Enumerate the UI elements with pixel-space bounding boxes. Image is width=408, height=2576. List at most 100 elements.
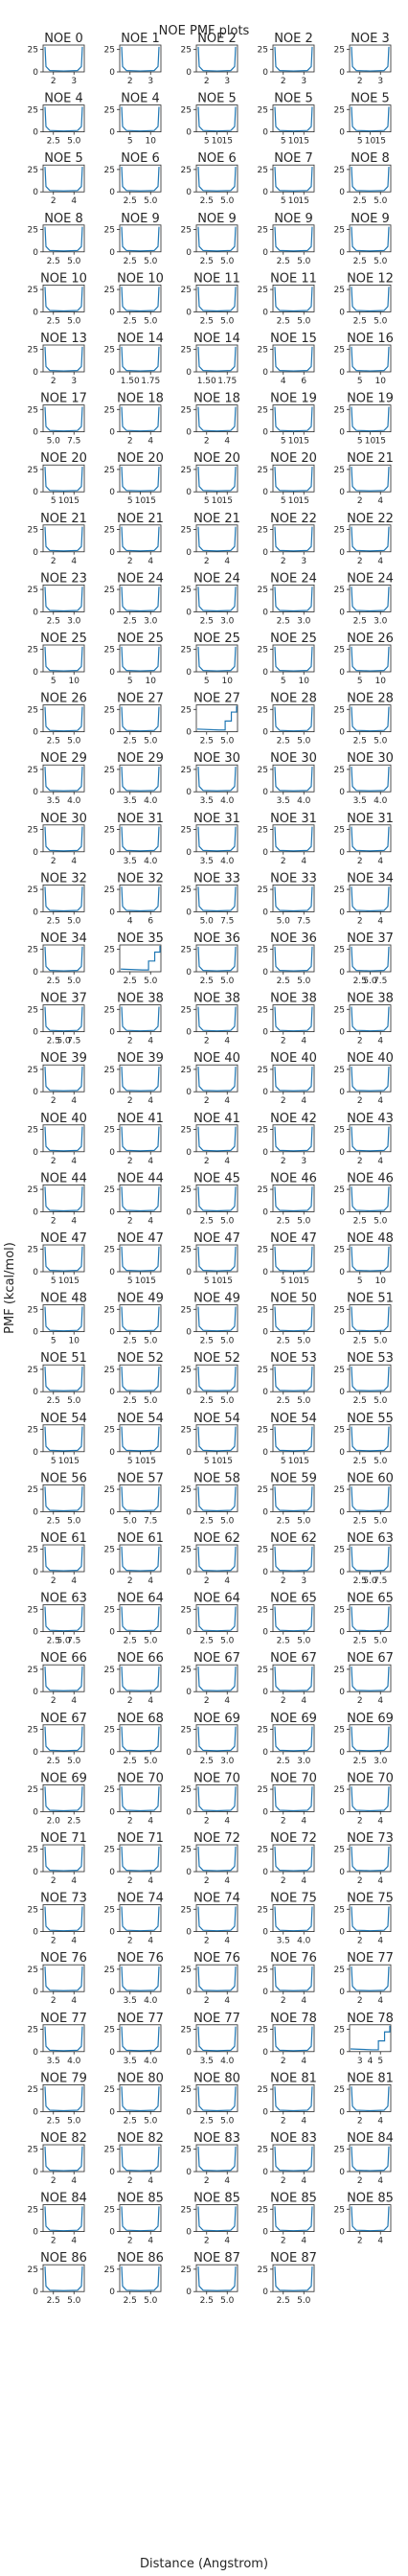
y-tick-label: 25 xyxy=(104,1846,115,1855)
y-tick-label: 25 xyxy=(334,346,345,356)
pmf-series-line xyxy=(197,167,237,192)
y-tick-label: 25 xyxy=(334,1366,345,1375)
pmf-series-line xyxy=(44,226,83,252)
subplot-frame xyxy=(349,1124,392,1153)
subplot-title: NOE 21 xyxy=(40,512,87,526)
x-tick-label: 5.0 xyxy=(220,1337,235,1346)
x-tick-label: 5.0 xyxy=(374,1516,388,1526)
x-tick-label: 4 xyxy=(301,2116,306,2126)
y-tick-label: 25 xyxy=(334,1905,345,1915)
subplot-title: NOE 59 xyxy=(270,1471,317,1485)
x-tick-label: 2 xyxy=(51,1216,57,1226)
subplot-frame xyxy=(195,1364,238,1392)
subplot-frame xyxy=(272,1184,315,1212)
y-tick-label: 0 xyxy=(186,248,192,258)
subplot-frame xyxy=(349,1844,392,1873)
x-tick-label: 4 xyxy=(301,857,306,866)
subplot-frame xyxy=(42,585,85,612)
x-tick-label: 4 xyxy=(147,557,153,566)
x-tick-label: 5 xyxy=(127,496,133,506)
y-tick-label: 25 xyxy=(181,2025,192,2035)
y-tick-label: 0 xyxy=(109,1748,115,1758)
x-tick-label: 5.0 xyxy=(220,1516,235,1526)
x-tick-label: 4.0 xyxy=(297,796,311,806)
subplot-title: NOE 27 xyxy=(117,692,164,706)
x-tick-label: 15 xyxy=(299,137,309,147)
pmf-series-line xyxy=(274,1966,313,1991)
y-tick-label: 0 xyxy=(262,488,268,497)
x-tick-label: 2.5 xyxy=(353,1516,367,1526)
x-tick-label: 2 xyxy=(204,2176,210,2186)
pmf-series-line xyxy=(274,1067,313,1092)
x-tick-label: 5.0 xyxy=(220,737,235,747)
x-tick-label: 2.5 xyxy=(200,1396,214,1406)
subplot-frame xyxy=(42,1484,85,1512)
pmf-series-line xyxy=(121,1006,160,1032)
x-tick-label: 3.0 xyxy=(297,1757,311,1766)
y-tick-label: 25 xyxy=(258,2205,268,2215)
y-tick-label: 25 xyxy=(258,286,268,295)
x-tick-label: 5 xyxy=(127,137,133,147)
y-tick-label: 0 xyxy=(339,428,345,438)
x-tick-label: 2.5 xyxy=(353,1637,367,1646)
x-tick-label: 2.5 xyxy=(47,737,60,747)
x-tick-label: 4 xyxy=(301,1696,306,1706)
y-tick-label: 25 xyxy=(258,766,268,775)
subplot-frame xyxy=(195,944,238,973)
y-tick-label: 25 xyxy=(334,1846,345,1855)
subplot-title: NOE 74 xyxy=(117,1892,164,1906)
x-tick-label: 2.5 xyxy=(277,737,290,747)
subplot-frame xyxy=(272,404,315,433)
subplot-frame xyxy=(272,1904,315,1932)
pmf-series-line xyxy=(351,406,390,432)
x-tick-label: 5 xyxy=(281,496,286,506)
y-tick-label: 0 xyxy=(33,728,38,738)
subplot-frame xyxy=(349,944,392,973)
y-tick-label: 0 xyxy=(262,1868,268,1877)
pmf-series-line xyxy=(44,1486,83,1512)
y-tick-label: 25 xyxy=(334,1725,345,1735)
y-tick-label: 25 xyxy=(28,1725,38,1735)
x-tick-label: 5 xyxy=(204,496,210,506)
y-tick-label: 0 xyxy=(33,1868,38,1877)
subplot-title: NOE 66 xyxy=(40,1651,87,1666)
y-tick-label: 0 xyxy=(109,428,115,438)
pmf-series-line xyxy=(197,1426,237,1452)
x-tick-label: 1.75 xyxy=(217,377,237,386)
x-tick-label: 10 xyxy=(135,1276,147,1286)
pmf-series-line xyxy=(121,526,160,552)
x-tick-label: 3.0 xyxy=(220,616,235,626)
y-tick-label: 0 xyxy=(109,1568,115,1577)
y-tick-label: 0 xyxy=(33,2168,38,2177)
x-tick-label: 5.0 xyxy=(67,737,81,747)
x-tick-label: 4 xyxy=(147,2237,153,2246)
pmf-series-line xyxy=(197,226,237,252)
x-tick-label: 2.5 xyxy=(47,916,60,926)
y-tick-label: 0 xyxy=(262,1268,268,1277)
y-tick-label: 25 xyxy=(334,1546,345,1555)
x-tick-label: 5.0 xyxy=(67,257,81,266)
y-tick-label: 0 xyxy=(33,1328,38,1338)
subplot-title: NOE 38 xyxy=(270,992,317,1006)
x-tick-label: 4 xyxy=(71,1937,77,1946)
subplot-frame xyxy=(349,1664,392,1692)
y-tick-label: 25 xyxy=(258,1605,268,1615)
x-tick-label: 2 xyxy=(127,557,133,566)
subplot-title: NOE 3 xyxy=(351,32,390,46)
x-tick-label: 2.5 xyxy=(124,196,137,206)
x-tick-label: 7.5 xyxy=(297,916,310,926)
y-tick-label: 0 xyxy=(109,968,115,978)
y-tick-label: 25 xyxy=(181,586,192,595)
